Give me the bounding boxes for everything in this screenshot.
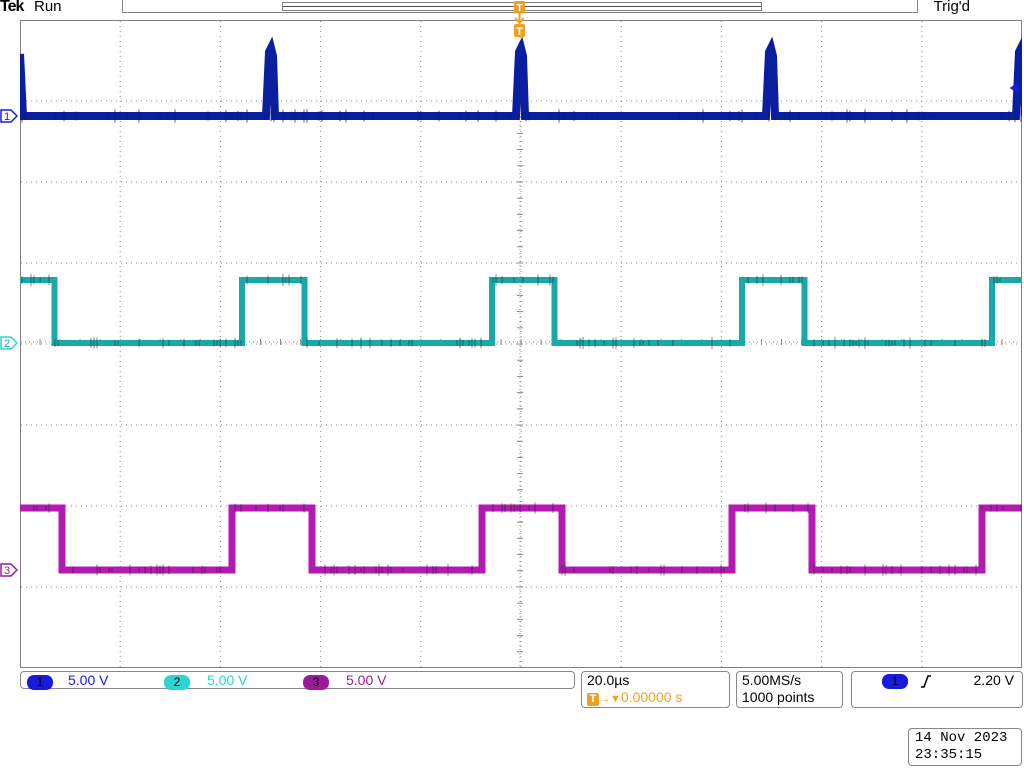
trigger-position-value: 0.00000 s [620, 689, 683, 705]
ch3-trace [20, 502, 1022, 576]
ch2-scale[interactable]: 2 [164, 673, 190, 690]
trigger-marker-label-2: T [516, 26, 523, 38]
ch3-trace-line [20, 507, 1022, 571]
ch3-scale-value: 5.00 V [346, 672, 387, 688]
date: 14 Nov 2023 [915, 730, 1008, 746]
ch2-badge: 2 [164, 675, 190, 690]
channel-scale-bar: 1 5.00 V 2 5.00 V 3 5.00 V [20, 671, 575, 690]
trigger-source-badge: 1 [882, 674, 908, 689]
run-state: Run [34, 0, 62, 15]
trigger-position-arrow: →▼ [599, 693, 621, 705]
ch1-ground-marker[interactable]: 1 [0, 109, 19, 128]
waveform-display[interactable] [20, 20, 1022, 668]
waveform-traces [20, 36, 1022, 576]
ch1-trace [20, 36, 1022, 123]
trigger-marker-label: T [516, 3, 522, 14]
time: 23:35:15 [915, 747, 983, 763]
trigger-level: 2.20 V [973, 672, 1014, 688]
trigger-level-marker[interactable] [1009, 81, 1022, 99]
ch1-badge: 1 [27, 675, 53, 690]
ch2-trace [20, 274, 1022, 349]
ch3-ground-marker[interactable]: 3 [0, 563, 19, 582]
trigger-level-arrow-icon [1009, 82, 1021, 94]
ch2-marker-label: 2 [4, 338, 10, 350]
ch3-marker-label: 3 [4, 565, 10, 577]
horizontal-scale: 20.0µs [587, 672, 630, 688]
trigger-position-t-icon: T [587, 693, 599, 706]
trigger-state: Trig'd [933, 0, 970, 15]
trigger-position-readout: T →▼0.00000 s [587, 689, 682, 706]
ch2-scale-value: 5.00 V [207, 672, 248, 688]
ch1-scale-value: 5.00 V [68, 672, 109, 688]
ch2-ground-marker[interactable]: 2 [0, 336, 19, 355]
ch3-badge: 3 [303, 675, 329, 690]
timebase-panel[interactable]: 20.0µs T →▼0.00000 s [581, 671, 730, 708]
brand-logo: Tek [0, 0, 24, 15]
trigger-panel[interactable]: 1 2.20 V [851, 671, 1023, 708]
sample-rate: 5.00MS/s [742, 672, 802, 688]
ch3-scale[interactable]: 3 [303, 673, 329, 690]
datetime-readout: 14 Nov 2023 23:35:15 [908, 728, 1022, 766]
trigger-position-marker[interactable]: T T [512, 0, 527, 40]
trigger-marker-icon: T T [514, 1, 525, 38]
ch1-noise [21, 109, 1022, 123]
ch2-trace-noise [21, 274, 1001, 349]
record-length: 1000 points [742, 689, 815, 705]
ch1-marker-label: 1 [4, 111, 10, 123]
ch3-trace-noise [33, 502, 1022, 576]
acquisition-panel[interactable]: 5.00MS/s 1000 points [736, 671, 843, 708]
ch1-line [20, 45, 1022, 117]
rising-edge-icon [921, 675, 931, 688]
ch1-scale[interactable]: 1 [27, 673, 53, 690]
